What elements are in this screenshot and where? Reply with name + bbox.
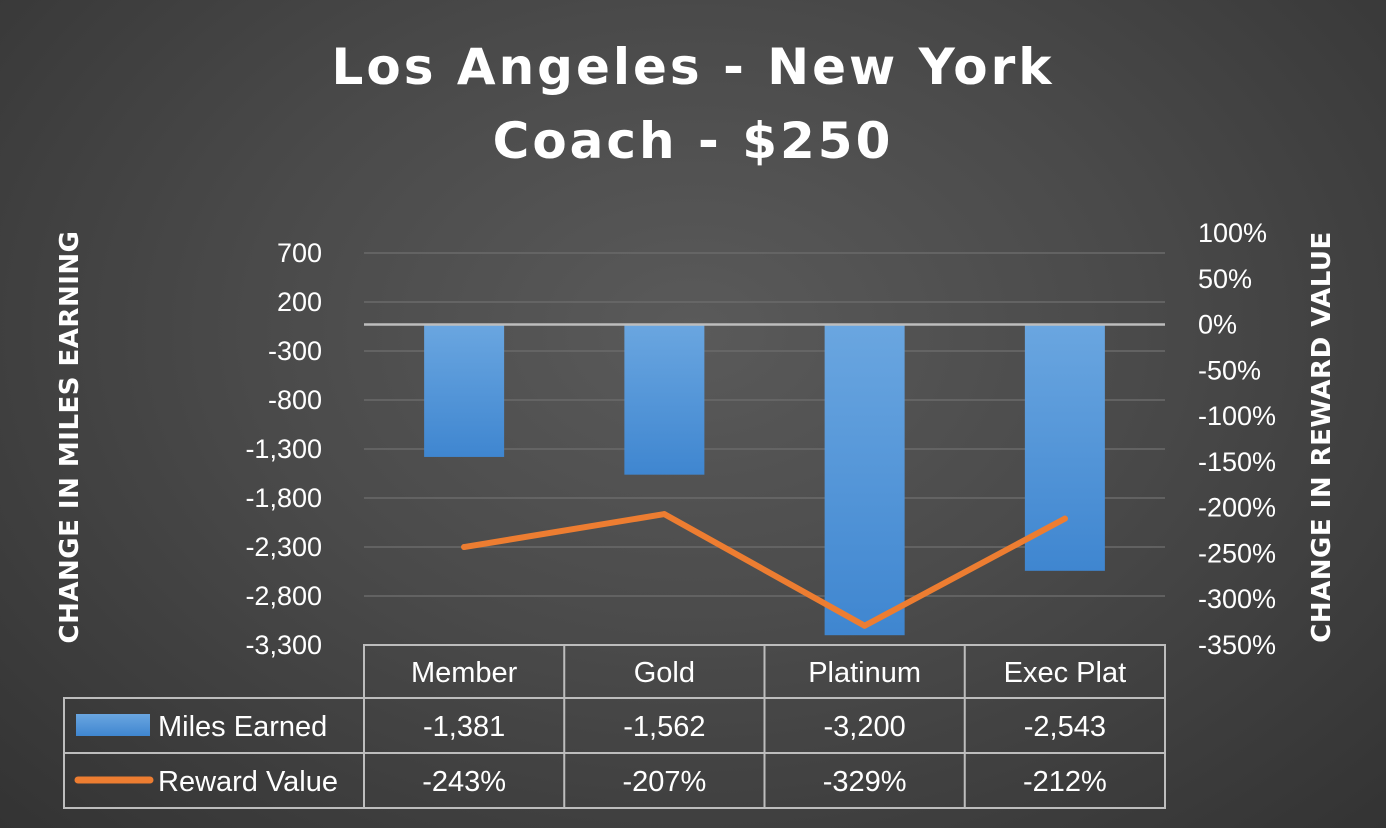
reward-point	[861, 622, 868, 629]
bar-gold	[624, 324, 705, 475]
y-tick-label: -2,300	[245, 532, 322, 562]
y2-tick-label: -150%	[1198, 447, 1276, 477]
reward-point	[661, 511, 668, 518]
y-tick-label: -800	[268, 385, 322, 415]
miles-value: -3,200	[824, 711, 906, 743]
category-label: Member	[411, 657, 518, 689]
data-table: Member Gold Platinum Exec Plat Miles Earned R…	[63, 644, 1166, 809]
reward-line	[461, 511, 1068, 629]
bar-platinum	[824, 324, 905, 636]
y2-tick-label: -300%	[1198, 584, 1276, 614]
miles-value: -2,543	[1024, 711, 1106, 743]
category-label: Exec Plat	[1004, 657, 1127, 689]
reward-point	[461, 544, 468, 551]
reward-value: -212%	[1023, 766, 1107, 798]
y2-tick-label: 0%	[1198, 310, 1237, 340]
reward-value: -207%	[622, 766, 706, 798]
y-tick-label: -2,800	[245, 581, 322, 611]
right-axis-ticks: 100% 50% 0% -50% -100% -150% -200% -250% -300% -3…	[1198, 218, 1276, 660]
left-axis-ticks: 700 200 -300 -800 -1,300 -1,800 -2,300 -2,800 -3…	[245, 238, 322, 660]
y-tick-label: -1,800	[245, 483, 322, 513]
reward-value-line	[461, 511, 1068, 629]
reward-value: -329%	[823, 766, 907, 798]
bar-member	[424, 324, 505, 457]
left-axis-title: CHANGE IN MILES EARNING	[55, 231, 85, 644]
legend-key-miles	[76, 714, 150, 736]
y2-tick-label: -100%	[1198, 401, 1276, 431]
bars	[424, 324, 1105, 636]
y2-tick-label: 50%	[1198, 264, 1252, 294]
reward-point	[1061, 515, 1068, 522]
chart-title-line-1: Los Angeles - New York	[332, 38, 1055, 96]
category-label: Gold	[634, 657, 695, 689]
y-tick-label: -300	[268, 336, 322, 366]
y2-tick-label: -250%	[1198, 538, 1276, 568]
y2-tick-label: -50%	[1198, 355, 1261, 385]
reward-value: -243%	[422, 766, 506, 798]
legend-label-reward: Reward Value	[158, 766, 338, 798]
y-tick-label: 200	[277, 287, 322, 317]
miles-value: -1,562	[623, 711, 705, 743]
y-tick-label: 700	[277, 238, 322, 268]
y2-tick-label: -200%	[1198, 493, 1276, 523]
category-label: Platinum	[808, 657, 921, 689]
y-tick-label: -1,300	[245, 434, 322, 464]
right-axis-title: CHANGE IN REWARD VALUE	[1307, 231, 1337, 642]
y2-tick-label: -350%	[1198, 630, 1276, 660]
y-tick-label: -3,300	[245, 630, 322, 660]
y2-tick-label: 100%	[1198, 218, 1267, 248]
chart-title-line-2: Coach - $250	[493, 112, 894, 170]
miles-value: -1,381	[423, 711, 505, 743]
legend-label-miles: Miles Earned	[158, 711, 327, 743]
